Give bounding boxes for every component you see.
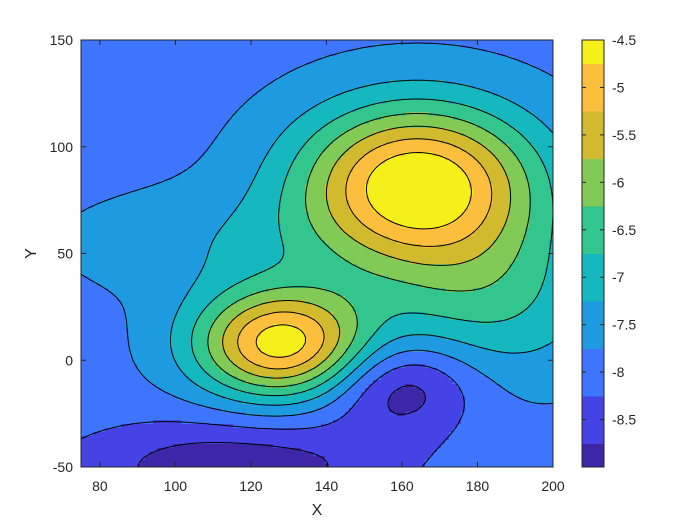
colorbar-frame: [581, 39, 605, 468]
colorbar-tick-label: -7.5: [612, 317, 636, 333]
x-tick-label: 80: [92, 478, 108, 494]
colorbar-tick-label: -6.5: [612, 222, 636, 238]
y-tick-label: 0: [65, 352, 73, 368]
colorbar-tick-label: -7: [612, 269, 625, 285]
contour-line-level-5: [207, 113, 531, 388]
x-tick-label: 120: [239, 478, 263, 494]
contour-fill: [81, 40, 554, 468]
y-axis-label: Y: [23, 248, 40, 259]
colorbar-band: [582, 253, 604, 302]
y-tick-label: -50: [53, 459, 73, 475]
x-tick-label: 140: [315, 478, 339, 494]
colorbar-band: [582, 348, 604, 397]
x-tick-label: 160: [390, 478, 414, 494]
x-axis-label: X: [312, 502, 323, 519]
contour-line-level-7: [237, 138, 493, 370]
x-tick-label: 100: [164, 478, 188, 494]
colorbar-band: [582, 300, 604, 349]
colorbar: -4.5 -5 -5.5 -6 -6.5 -7 -7.5 -8 -8.5: [581, 32, 636, 468]
colorbar-tick-label: -8.5: [612, 412, 636, 428]
colorbar-tick-label: -5: [612, 79, 625, 95]
colorbar-band: [582, 40, 604, 65]
y-tick-label: 100: [50, 139, 74, 155]
colorbar-tick-label: -4.5: [612, 32, 636, 48]
contour-line-level-3: [169, 79, 554, 406]
colorbar-band: [582, 63, 604, 112]
colorbar-band: [582, 395, 604, 444]
contour-line-level-8: [255, 152, 472, 358]
y-tick-label: 150: [50, 32, 74, 48]
colorbar-tick-label: -6: [612, 174, 625, 190]
y-tick-label: 50: [57, 246, 73, 262]
contour-line-level-1: [80, 364, 465, 468]
colorbar-band: [582, 158, 604, 207]
colorbar-band: [582, 206, 604, 254]
colorbar-tick-label: -8: [612, 364, 625, 380]
contour-lines: [80, 42, 554, 468]
contour-line-level-0: [137, 385, 426, 468]
plot-area: 80 100 120 140 160 180 200 -50 0 50 100 150: [50, 32, 565, 494]
colorbar-band: [582, 111, 604, 160]
contour-line-level-2: [80, 42, 554, 417]
contour-line-level-6: [222, 125, 512, 379]
x-tick-label: 200: [541, 478, 565, 494]
colorbar-tick-label: -5.5: [612, 127, 636, 143]
contour-line-level-4: [191, 98, 554, 397]
x-tick-label: 180: [466, 478, 490, 494]
colorbar-band: [582, 443, 604, 468]
